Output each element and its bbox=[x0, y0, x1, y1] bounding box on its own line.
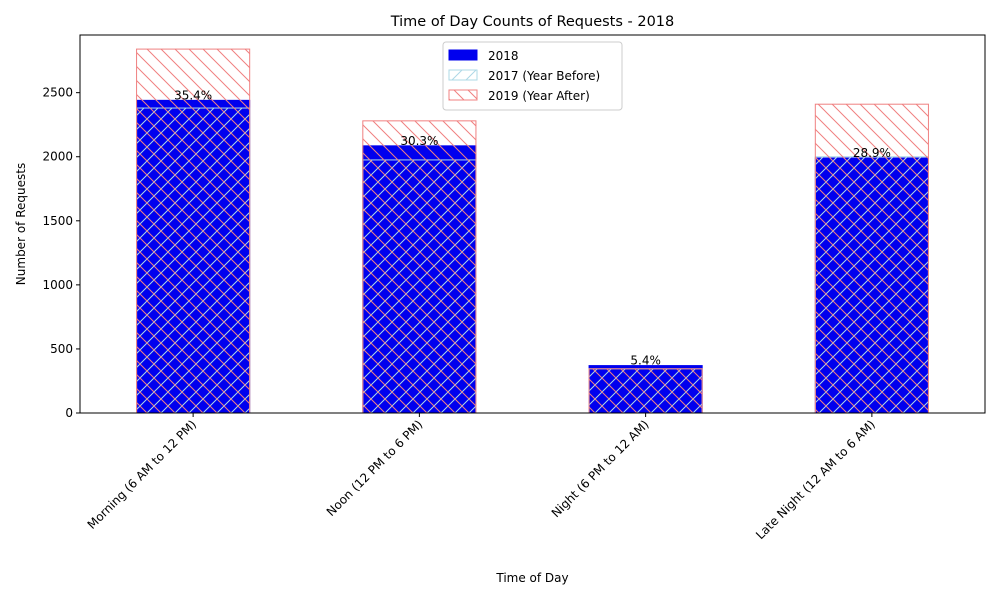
y-tick-label-2: 1000 bbox=[42, 278, 73, 292]
plot-frame bbox=[79, 34, 986, 414]
legend: 2018 2017 (Year Before) 2019 (Year After) bbox=[442, 41, 623, 111]
y-tick-label-4: 2000 bbox=[42, 150, 73, 164]
y-axis-label: Number of Requests bbox=[14, 163, 28, 285]
x-tick-label-3: Late Night (12 AM to 6 AM) bbox=[753, 417, 878, 542]
legend-label-0: 2018 bbox=[488, 49, 519, 63]
legend-swatch-1 bbox=[448, 69, 478, 81]
x-axis-label: Time of Day bbox=[495, 571, 568, 585]
bar-series2-1 bbox=[362, 120, 477, 414]
y-tick-label-1: 500 bbox=[50, 342, 73, 356]
data-label-3: 28.9% bbox=[853, 146, 891, 160]
x-tick-label-2: Night (6 PM to 12 AM) bbox=[549, 417, 652, 520]
data-label-0: 35.4% bbox=[174, 88, 212, 102]
bar-series2-2 bbox=[588, 368, 703, 414]
y-tick-label-5: 2500 bbox=[42, 86, 73, 100]
x-tick-label-1: Noon (12 PM to 6 PM) bbox=[324, 417, 426, 519]
legend-swatch-0 bbox=[448, 49, 478, 61]
data-label-2: 5.4% bbox=[630, 354, 661, 368]
y-tick-label-3: 1500 bbox=[42, 214, 73, 228]
legend-box bbox=[442, 41, 623, 111]
y-tick-label-0: 0 bbox=[65, 406, 73, 420]
legend-label-2: 2019 (Year After) bbox=[488, 89, 590, 103]
legend-label-1: 2017 (Year Before) bbox=[488, 69, 600, 83]
legend-swatch-2 bbox=[448, 89, 478, 101]
bars-layer: 35.4% 30.3% 5.4% 28.9% bbox=[136, 48, 929, 414]
bar-series2-3 bbox=[814, 103, 929, 414]
chart-title: Time of Day Counts of Requests - 2018 bbox=[390, 14, 675, 30]
bar-series2-0 bbox=[136, 48, 251, 414]
data-label-1: 30.3% bbox=[400, 134, 438, 148]
x-tick-label-0: Morning (6 AM to 12 PM) bbox=[85, 417, 200, 532]
